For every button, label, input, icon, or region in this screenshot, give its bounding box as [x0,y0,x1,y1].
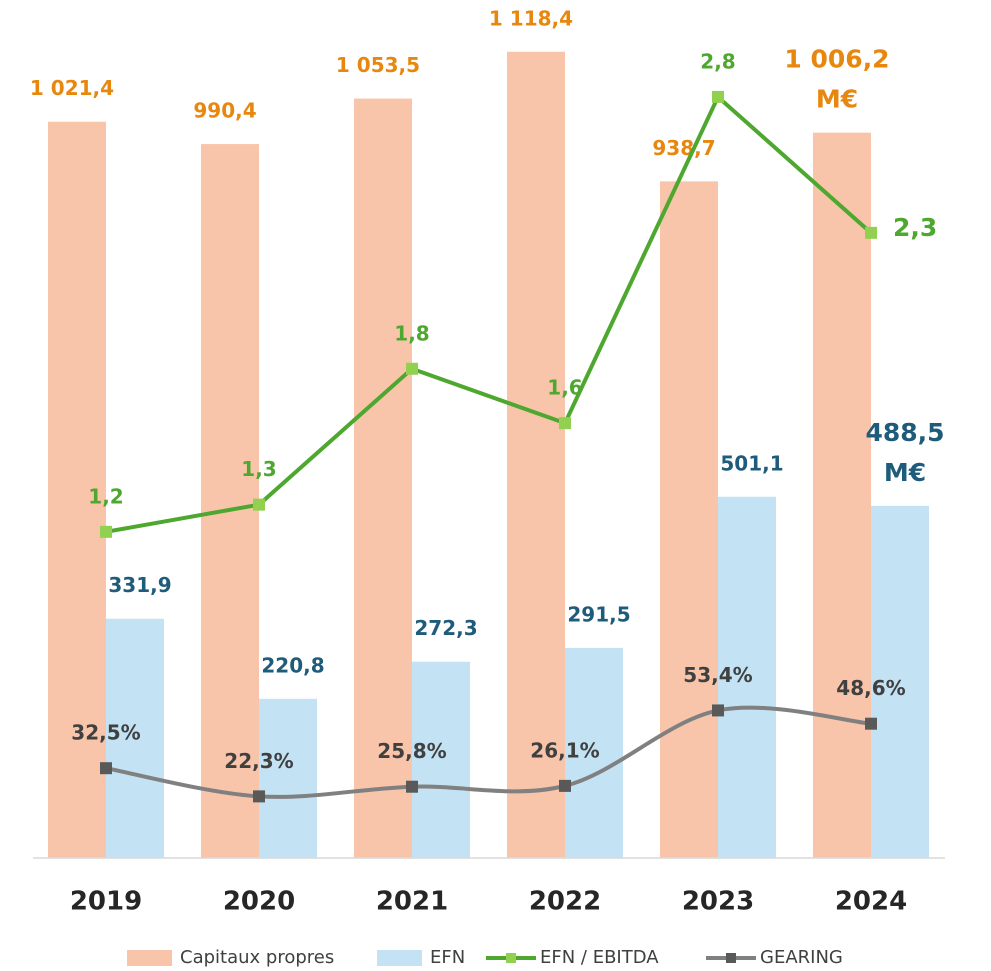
legend-label: Capitaux propres [180,947,334,968]
data-label: 488,5 M€ [865,418,944,487]
legend-label: EFN / EBITDA [540,947,659,968]
line-marker [406,362,418,375]
line [105,705,872,799]
data-label: 1 006,2 M€ [784,45,889,114]
data-label: 1,8 [394,321,429,345]
line-marker [712,90,724,103]
bar [412,661,470,858]
line-marker [100,525,112,538]
line-marker [100,762,112,775]
x-tick-label: 2023 [682,887,754,917]
line-marker [865,226,877,239]
data-label: 48,6% [836,676,905,700]
data-label: 272,3 [414,616,477,640]
data-label: 25,8% [377,739,446,763]
data-label: 291,5 [567,602,630,626]
line-marker [712,704,724,717]
line [105,94,873,534]
bar [259,698,317,858]
data-label: 990,4 [193,99,256,123]
legend-item: Capitaux propres [127,947,334,968]
bar [48,121,106,858]
legend-item: EFN / EBITDA [486,947,659,968]
line-marker [865,717,877,730]
data-label: 1 118,4 [489,6,573,30]
bar [871,505,929,858]
x-tick-label: 2024 [835,887,907,917]
bar [565,647,623,858]
line-marker [253,498,265,511]
data-label: 22,3% [224,749,293,773]
bar [813,132,871,859]
line-marker [559,779,571,792]
data-label: 501,1 [720,451,783,475]
data-label: 1,2 [88,484,123,508]
line-marker [253,790,265,803]
x-tick-label: 2020 [223,887,295,917]
data-label: 2,8 [700,49,735,73]
data-label: 2,3 [893,213,937,242]
legend-marker [726,953,736,963]
x-tick-label: 2021 [376,887,448,917]
legend: Capitaux propres EFN EFN / EBITDA GEARING [127,947,843,968]
legend-item: EFN [377,947,465,968]
data-label: 32,5% [71,721,140,745]
bar [354,98,412,859]
legend-item: GEARING [706,947,843,968]
line-marker [406,780,418,793]
data-label: 1 021,4 [30,76,114,100]
data-label: 938,7 [652,136,715,160]
data-label: 26,1% [530,738,599,762]
data-label: 331,9 [108,573,171,597]
x-tick-label: 2019 [70,887,142,917]
data-label: 53,4% [683,663,752,687]
data-label: 1 053,5 [336,53,420,77]
bar [201,144,259,858]
x-tick-label: 2022 [529,887,601,917]
legend-label: GEARING [760,947,843,968]
bar [660,181,718,859]
legend-swatch [127,950,172,966]
data-label: 220,8 [261,653,324,677]
bar [718,496,776,858]
line-marker [559,417,571,430]
legend-marker [506,953,516,963]
legend-label: EFN [430,947,465,968]
legend-swatch [377,950,422,966]
bar [507,51,565,858]
bar [106,618,164,858]
data-label: 1,3 [241,457,276,481]
data-label: 1,6 [547,376,582,400]
